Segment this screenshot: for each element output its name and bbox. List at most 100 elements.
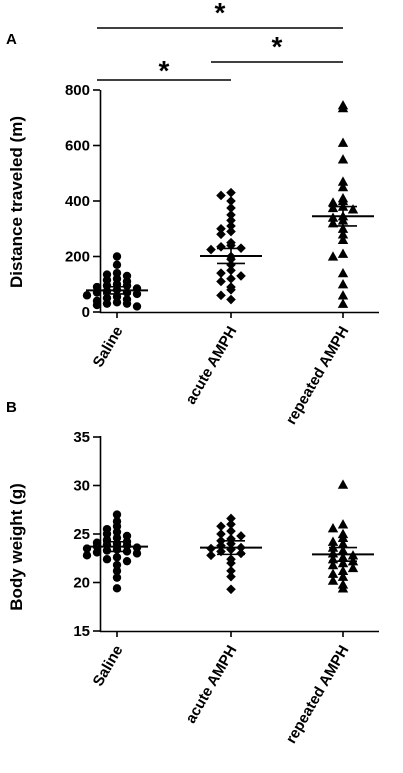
panel-a-y-axis-label: Distance traveled (m) (7, 116, 26, 288)
data-point (226, 187, 236, 198)
data-point (226, 558, 236, 568)
data-point (216, 190, 226, 201)
data-point (337, 290, 349, 300)
data-point (112, 298, 122, 307)
y-tick-label: 800 (65, 82, 90, 99)
panel-b-label: B (6, 399, 17, 416)
data-point (337, 248, 349, 258)
data-point (337, 181, 349, 192)
data-point (327, 575, 339, 585)
data-point (216, 229, 226, 240)
data-point (226, 215, 236, 226)
y-tick-label: 35 (73, 429, 90, 446)
data-point (92, 548, 102, 557)
data-point (337, 176, 349, 186)
data-point (347, 204, 359, 214)
y-tick-label: 25 (73, 526, 90, 543)
data-point (226, 226, 236, 237)
x-tick-label: Saline (90, 324, 127, 371)
data-point (327, 522, 339, 533)
data-point (122, 531, 132, 541)
data-point (122, 556, 132, 566)
data-point (112, 584, 122, 593)
data-point (112, 522, 122, 531)
data-point (216, 529, 226, 539)
data-point (112, 260, 122, 270)
x-tick-label: acute AMPH (182, 324, 240, 408)
panel-b: B Body weight (g) 15 20 25 30 35 Saline acute… (6, 399, 379, 747)
data-point (327, 218, 339, 228)
panel-b-y-ticks: 15 20 25 30 35 (73, 429, 100, 640)
y-tick-label: 400 (65, 193, 90, 210)
data-point (226, 210, 236, 220)
data-point (102, 555, 112, 564)
data-point (327, 568, 339, 578)
data-point (226, 584, 236, 595)
data-point (226, 221, 236, 231)
panel-a: A Distance traveled (m) 0 200 400 600 800 Sa… (6, 0, 379, 428)
x-tick-label: Saline (90, 643, 127, 690)
panel-a-significance: * * * (97, 0, 343, 86)
x-tick-label: repeated AMPH (283, 324, 353, 428)
significance-star: * (159, 55, 170, 86)
data-point (327, 202, 339, 213)
data-point (337, 538, 349, 548)
significance-star: * (215, 0, 226, 28)
data-point (226, 285, 236, 295)
data-point (337, 583, 349, 593)
data-point (337, 154, 349, 164)
data-point (337, 195, 349, 206)
panel-b-x-tick-labels: Saline acute AMPH repeated AMPH (90, 631, 352, 747)
data-point (132, 302, 142, 311)
data-point (216, 223, 226, 234)
data-point (226, 526, 236, 536)
data-point (206, 550, 216, 561)
data-point (112, 560, 122, 570)
data-point (236, 548, 246, 559)
data-point (337, 137, 349, 147)
data-point (337, 532, 349, 543)
data-point (112, 553, 122, 562)
data-point (337, 298, 349, 308)
data-point (337, 223, 349, 233)
data-point (82, 551, 92, 560)
data-point (92, 300, 102, 310)
panel-b-y-axis-label: Body weight (g) (7, 483, 26, 610)
data-point (226, 571, 236, 582)
data-point (226, 203, 236, 213)
data-point (122, 299, 132, 308)
data-point (327, 197, 339, 207)
data-point (226, 260, 236, 270)
data-point (122, 281, 132, 290)
data-point (112, 252, 122, 261)
data-point (337, 279, 349, 289)
panel-b-points (82, 479, 359, 595)
data-point (236, 271, 246, 281)
data-point (216, 276, 226, 287)
panel-a-x-tick-labels: Saline acute AMPH repeated AMPH (90, 312, 353, 428)
data-point (347, 562, 359, 573)
data-point (112, 573, 122, 582)
y-tick-label: 20 (73, 575, 90, 592)
y-tick-label: 15 (73, 623, 90, 640)
data-point (337, 519, 349, 529)
y-tick-label: 200 (65, 249, 90, 266)
data-point (226, 566, 236, 576)
data-point (226, 513, 236, 524)
data-point (112, 510, 122, 519)
data-point (206, 244, 216, 255)
data-point (102, 529, 112, 539)
data-point (226, 265, 236, 276)
data-point (337, 267, 349, 278)
data-point (327, 559, 339, 570)
data-point (112, 533, 122, 543)
data-point (112, 566, 122, 576)
significance-star: * (272, 31, 283, 62)
data-point (337, 479, 349, 489)
data-point (102, 299, 112, 308)
y-tick-label: 30 (73, 478, 90, 495)
panel-a-points (82, 100, 359, 311)
data-point (327, 536, 339, 546)
data-point (327, 251, 339, 261)
data-point (216, 521, 226, 532)
